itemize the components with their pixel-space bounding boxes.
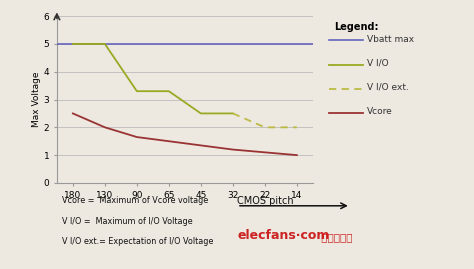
Text: 电子发烧友: 电子发烧友: [318, 232, 352, 242]
Text: V I/O ext.: V I/O ext.: [367, 83, 409, 92]
Text: Vcore: Vcore: [367, 107, 393, 116]
Text: V I/O: V I/O: [367, 59, 389, 68]
Text: Vcore =  Maximum of Vcore voltage: Vcore = Maximum of Vcore voltage: [62, 196, 208, 205]
Text: V I/O =  Maximum of I/O Voltage: V I/O = Maximum of I/O Voltage: [62, 217, 192, 225]
Text: elecfans·com: elecfans·com: [237, 229, 329, 242]
Text: CMOS pitch: CMOS pitch: [237, 196, 293, 206]
Text: Vbatt max: Vbatt max: [367, 34, 414, 44]
Text: Legend:: Legend:: [334, 22, 379, 31]
Y-axis label: Max Voltage: Max Voltage: [32, 72, 41, 127]
Text: V I/O ext.= Expectation of I/O Voltage: V I/O ext.= Expectation of I/O Voltage: [62, 237, 213, 246]
